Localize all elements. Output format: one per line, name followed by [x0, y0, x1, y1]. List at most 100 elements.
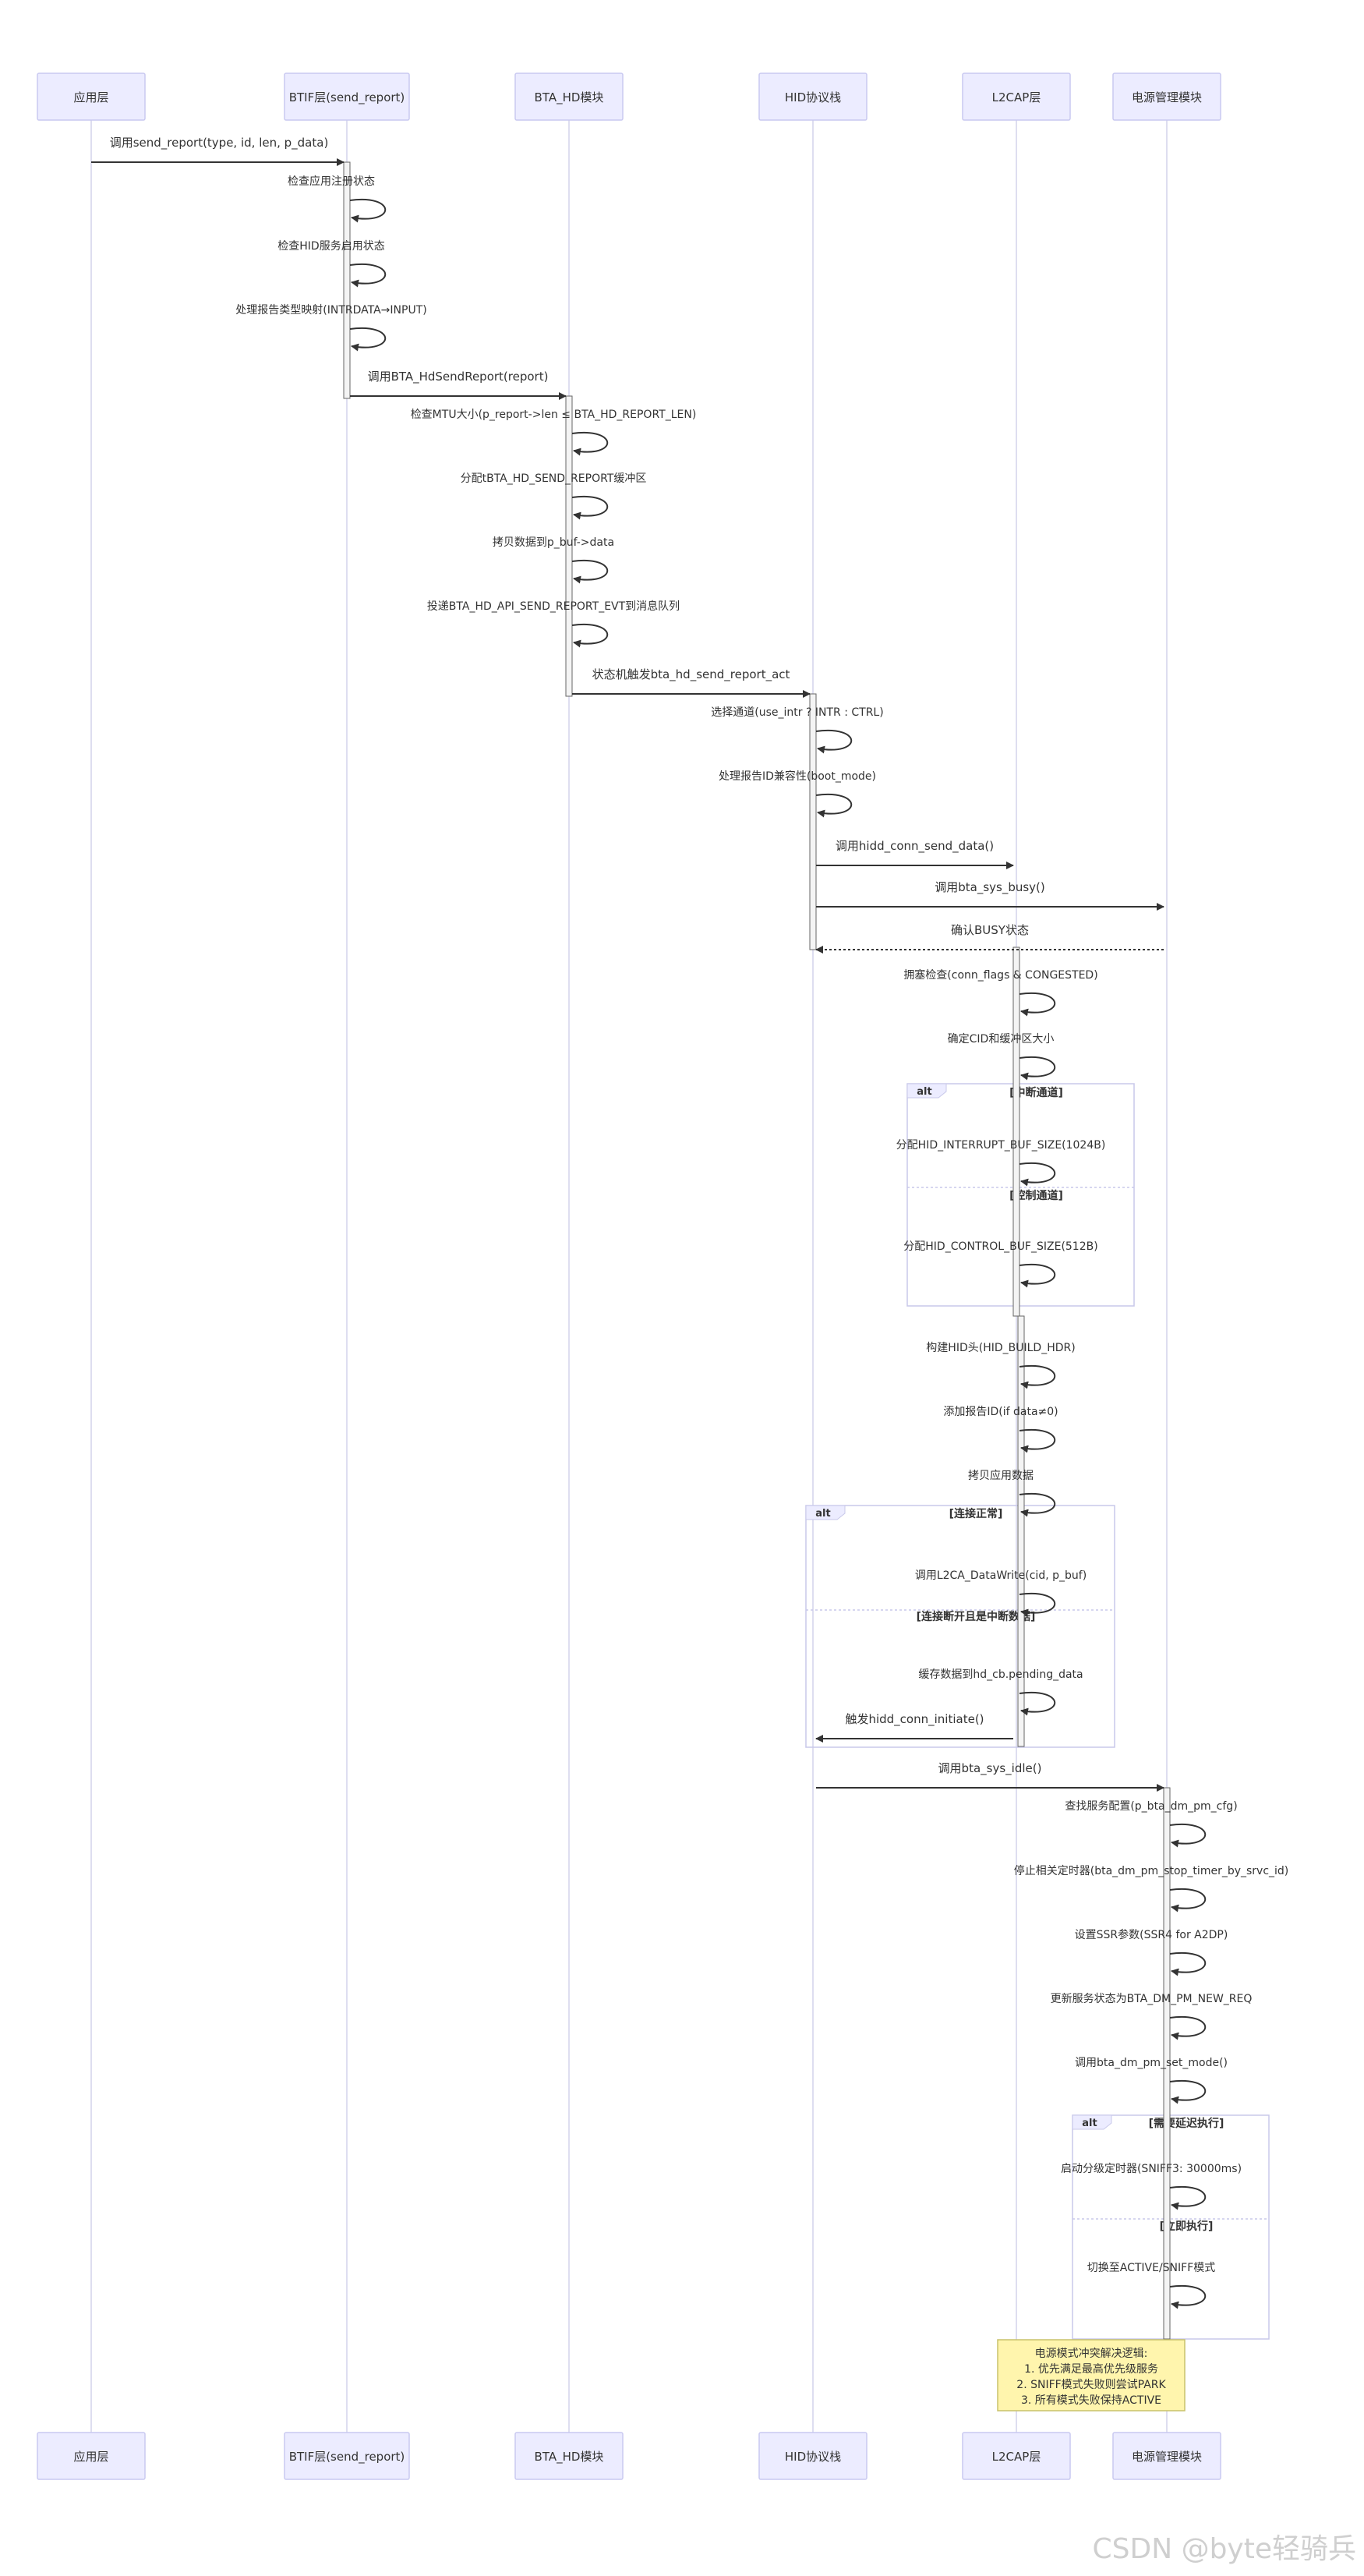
activation-pm-6 [1163, 1787, 1171, 2340]
message-6-self-arrow [571, 431, 609, 456]
alt-tab-3 [1072, 2114, 1112, 2130]
participant-label-app-bottom: 应用层 [73, 2450, 108, 2464]
alt-keyword-1: alt [917, 1086, 931, 1098]
activation-hid-3 [809, 693, 817, 950]
message-23-self-arrow [1019, 1592, 1056, 1617]
participant-label-l2cap-top: L2CAP层 [992, 90, 1041, 104]
message-20-label: 构建HID头(HID_BUILD_HDR) [926, 1342, 1075, 1354]
participant-box-btif-bottom [284, 2432, 410, 2480]
alt-condition-3-1: [需要延迟执行] [1149, 2117, 1224, 2130]
watermark: CSDN @byte轻骑兵 [1092, 2533, 1356, 2565]
message-26-label: 调用bta_sys_idle() [938, 1761, 1042, 1776]
message-31-label: 调用bta_dm_pm_set_mode() [1075, 2057, 1228, 2069]
participant-label-bta-top: BTA_HD模块 [535, 90, 604, 105]
message-13-label: 调用hidd_conn_send_data() [836, 839, 994, 854]
participant-label-pm-top: 电源管理模块 [1132, 90, 1202, 104]
message-21-label: 添加报告ID(if data≠0) [943, 1406, 1058, 1418]
message-17-self-arrow [1019, 1056, 1056, 1081]
participant-label-hid-top: HID协议栈 [785, 90, 841, 104]
message-24-label: 缓存数据到hd_cb.pending_data [918, 1668, 1083, 1681]
participant-label-bta-bottom: BTA_HD模块 [535, 2450, 604, 2465]
message-16-label: 拥塞检查(conn_flags & CONGESTED) [903, 968, 1097, 982]
message-1-label: 调用send_report(type, id, len, p_data) [110, 136, 329, 150]
message-33-label: 切换至ACTIVE/SNIFF模式 [1087, 2261, 1216, 2274]
message-14-label: 调用bta_sys_busy() [935, 880, 1045, 895]
alt-condition-1-2: [控制通道] [1009, 1189, 1063, 1202]
message-7-label: 分配tBTA_HD_SEND_REPORT缓冲区 [461, 472, 647, 485]
participant-label-l2cap-bottom: L2CAP层 [992, 2450, 1041, 2464]
message-22-self-arrow [1019, 1492, 1056, 1517]
alt-keyword-2: alt [815, 1508, 830, 1520]
message-21-self-arrow [1019, 1428, 1056, 1453]
message-20-self-arrow [1019, 1364, 1056, 1389]
message-6-label: 检查MTU大小(p_report->len ≤ BTA_HD_REPORT_LE… [411, 409, 697, 421]
alt-block-1 [906, 1083, 1135, 1307]
message-3-label: 检查HID服务启用状态 [277, 240, 384, 253]
message-5-label: 调用BTA_HdSendReport(report) [368, 370, 549, 384]
activation-l2cap-4 [1012, 947, 1020, 1317]
participant-box-hid-bottom [758, 2432, 868, 2480]
message-24-self-arrow [1019, 1691, 1056, 1716]
participant-label-hid-bottom: HID协议栈 [785, 2450, 841, 2464]
message-18-label: 分配HID_INTERRUPT_BUF_SIZE(1024B) [896, 1139, 1106, 1152]
message-4-self-arrow [349, 327, 387, 352]
message-15-label: 确认BUSY状态 [951, 923, 1029, 937]
message-32-self-arrow [1169, 2185, 1207, 2210]
participant-box-pm-bottom [1112, 2432, 1221, 2480]
participant-box-app-bottom [37, 2432, 146, 2480]
participant-box-btif-top [284, 73, 410, 121]
note-box [997, 2339, 1186, 2411]
message-12-label: 处理报告ID兼容性(boot_mode) [719, 770, 876, 783]
message-31-self-arrow [1169, 2079, 1207, 2104]
message-19-self-arrow [1019, 1263, 1056, 1288]
message-22-label: 拷贝应用数据 [968, 1469, 1034, 1482]
message-28-self-arrow [1169, 1888, 1207, 1913]
message-16-self-arrow [1019, 992, 1056, 1017]
participant-label-app-top: 应用层 [73, 90, 108, 104]
message-32-label: 启动分级定时器(SNIFF3: 30000ms) [1061, 2163, 1242, 2175]
message-18-self-arrow [1019, 1162, 1056, 1187]
alt-block-3 [1072, 2114, 1270, 2340]
message-30-self-arrow [1169, 2015, 1207, 2040]
participant-box-hid-top [758, 73, 868, 121]
message-9-label: 投递BTA_HD_API_SEND_REPORT_EVT到消息队列 [427, 600, 680, 613]
message-10-label: 状态机触发bta_hd_send_report_act [592, 667, 790, 682]
participant-box-app-top [37, 73, 146, 121]
message-19-label: 分配HID_CONTROL_BUF_SIZE(512B) [903, 1240, 1097, 1253]
message-2-label: 检查应用注册状态 [288, 175, 375, 188]
note-line-2: 1. 优先满足最高优先级服务 [1024, 2362, 1158, 2376]
message-33-self-arrow [1169, 2284, 1207, 2309]
alt-tab-2 [805, 1505, 846, 1520]
message-3-self-arrow [349, 263, 387, 288]
alt-tab-1 [906, 1083, 947, 1099]
message-30-label: 更新服务状态为BTA_DM_PM_NEW_REQ [1051, 1993, 1253, 2005]
message-8-self-arrow [571, 559, 609, 584]
message-17-label: 确定CID和缓冲区大小 [948, 1033, 1055, 1046]
note-line-1: 电源模式冲突解决逻辑: [1035, 2348, 1148, 2360]
participant-box-l2cap-bottom [962, 2432, 1071, 2480]
alt-block-2 [805, 1505, 1115, 1748]
message-11-self-arrow [815, 729, 853, 754]
message-27-label: 查找服务配置(p_bta_dm_pm_cfg) [1065, 1800, 1237, 1813]
message-7-self-arrow [571, 495, 609, 520]
message-27-self-arrow [1169, 1823, 1207, 1848]
alt-condition-2-2: [连接断开且是中断数据] [917, 1610, 1036, 1623]
participant-box-pm-top [1112, 73, 1221, 121]
message-4-label: 处理报告类型映射(INTRDATA→INPUT) [235, 304, 426, 317]
message-29-self-arrow [1169, 1951, 1207, 1976]
activation-btif-1 [343, 161, 351, 399]
note-line-4: 3. 所有模式失败保持ACTIVE [1021, 2394, 1161, 2407]
alt-keyword-3: alt [1082, 2118, 1097, 2129]
message-28-label: 停止相关定时器(bta_dm_pm_stop_timer_by_srvc_id) [1014, 1864, 1289, 1877]
message-23-label: 调用L2CA_DataWrite(cid, p_buf) [915, 1569, 1087, 1582]
message-25-label: 触发hidd_conn_initiate() [845, 1712, 984, 1727]
participant-box-bta-top [514, 73, 624, 121]
activation-bta-2 [565, 395, 573, 697]
message-8-label: 拷贝数据到p_buf->data [493, 536, 614, 549]
alt-condition-2-1: [连接正常] [949, 1507, 1003, 1520]
participant-box-l2cap-top [962, 73, 1071, 121]
participant-label-pm-bottom: 电源管理模块 [1132, 2450, 1202, 2464]
participant-label-btif-top: BTIF层(send_report) [289, 90, 405, 105]
activation-l2cap-5 [1017, 1315, 1025, 1747]
